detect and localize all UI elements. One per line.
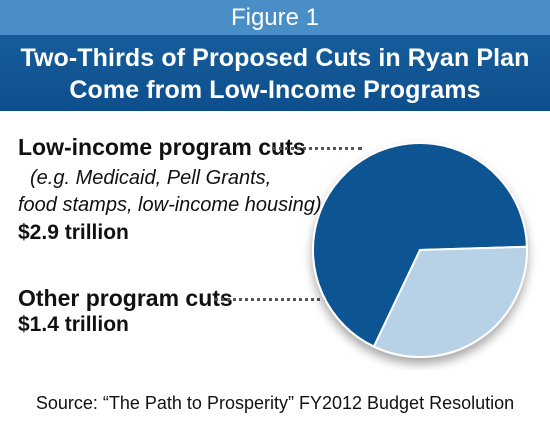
chart-title-line-1: Two-Thirds of Proposed Cuts in Ryan Plan xyxy=(20,44,530,72)
slice-detail-low-income-1: (e.g. Medicaid, Pell Grants, xyxy=(30,167,272,189)
chart-title: Two-Thirds of Proposed Cuts in Ryan Plan… xyxy=(0,42,550,106)
slice-value-low-income: $2.9 trillion xyxy=(18,221,129,244)
slice-value-other: $1.4 trillion xyxy=(18,313,129,336)
pie-slice-low-income xyxy=(312,142,528,348)
pie-slices xyxy=(312,142,528,358)
title-bar xyxy=(0,35,550,111)
slice-detail-low-income-2: food stamps, low-income housing) xyxy=(18,194,322,216)
pie-slice-other xyxy=(372,245,528,358)
figure-label-bar xyxy=(0,0,550,35)
leader-line-other xyxy=(214,298,328,301)
chart-title-line-2: Come from Low-Income Programs xyxy=(69,76,481,104)
figure-label: Figure 1 xyxy=(230,4,320,31)
pie-chart xyxy=(312,142,528,358)
leader-line-low-income xyxy=(272,147,362,150)
slice-label-low-income: Low-income program cuts xyxy=(18,134,306,160)
source-note: Source: “The Path to Prosperity” FY2012 … xyxy=(35,393,515,413)
slice-label-other: Other program cuts xyxy=(18,285,233,311)
